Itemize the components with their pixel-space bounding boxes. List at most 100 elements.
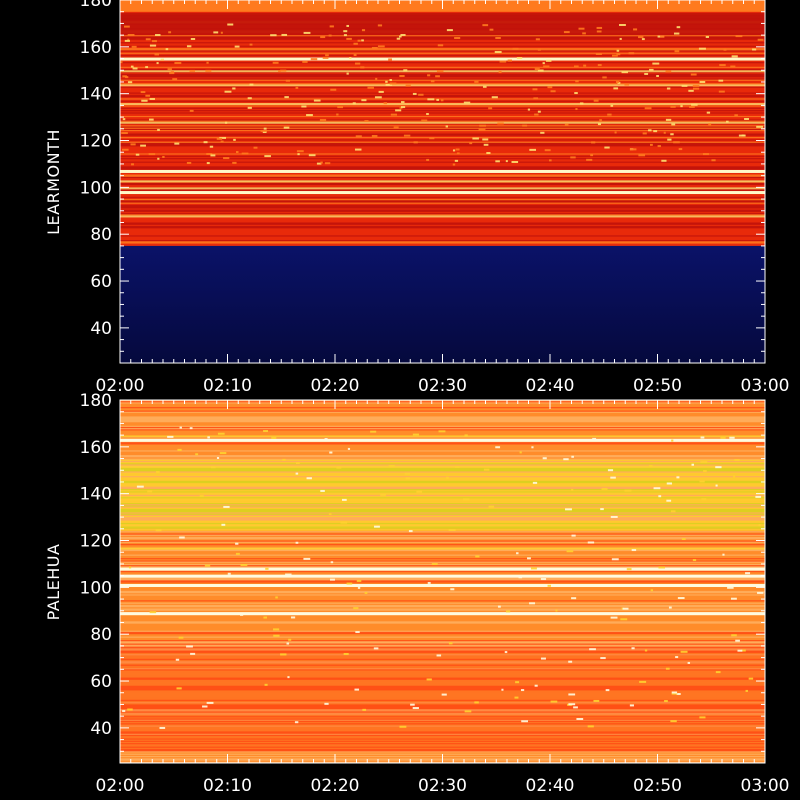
- heatmap-row: [120, 535, 765, 538]
- heatmap-row: [120, 587, 765, 589]
- heatmap-speckle: [589, 648, 596, 651]
- heatmap-speckle: [336, 113, 339, 116]
- heatmap-row: [120, 539, 765, 541]
- heatmap-row: [120, 636, 765, 639]
- heatmap-row: [120, 671, 765, 674]
- heatmap-row: [120, 705, 765, 708]
- heatmap-row: [120, 97, 765, 99]
- heatmap-row: [120, 686, 765, 689]
- heatmap-row: [120, 733, 765, 736]
- heatmap-row: [120, 135, 765, 138]
- heatmap-row: [120, 412, 765, 415]
- heatmap-speckle: [482, 85, 487, 88]
- heatmap-row: [120, 78, 765, 80]
- heatmap-row: [120, 649, 765, 651]
- heatmap-speckle: [543, 65, 550, 68]
- heatmap-bright-line: [120, 612, 765, 616]
- heatmap-row: [120, 131, 765, 133]
- heatmap-speckle: [354, 148, 362, 151]
- heatmap-row: [120, 467, 765, 470]
- heatmap-speckle: [219, 136, 227, 139]
- heatmap-speckle: [599, 119, 602, 122]
- heatmap-row: [120, 243, 765, 246]
- x-tick-label: 02:20: [311, 376, 360, 396]
- heatmap-speckle: [190, 652, 196, 655]
- heatmap-speckle: [249, 83, 254, 86]
- heatmap-row: [120, 76, 765, 78]
- heatmap-no-data-region: [120, 245, 765, 363]
- heatmap-speckle: [474, 701, 479, 704]
- heatmap-speckle: [220, 31, 223, 34]
- heatmap-speckle: [320, 489, 325, 492]
- heatmap-row: [120, 732, 765, 735]
- heatmap-speckle: [303, 557, 311, 560]
- heatmap-row: [120, 606, 765, 608]
- heatmap-speckle: [446, 476, 449, 479]
- heatmap-dark-band: [120, 14, 765, 36]
- heatmap-row: [120, 72, 765, 75]
- palehua-x-tick-labels: 02:00 02:10 02:20 02:30 02:40 02:50 03:00: [96, 776, 790, 796]
- heatmap-speckle: [699, 716, 706, 719]
- heatmap-row: [120, 685, 765, 688]
- heatmap-speckle: [639, 680, 647, 683]
- heatmap-row: [120, 532, 765, 534]
- heatmap-speckle: [702, 153, 709, 156]
- heatmap-row: [120, 540, 765, 542]
- heatmap-row: [120, 506, 765, 509]
- heatmap-speckle: [664, 700, 668, 703]
- heatmap-speckle: [474, 80, 479, 83]
- heatmap-speckle: [755, 495, 762, 498]
- heatmap-row: [120, 185, 765, 187]
- heatmap-row: [120, 151, 765, 153]
- heatmap-speckle: [540, 131, 545, 134]
- heatmap-speckle: [519, 451, 522, 454]
- heatmap-speckle: [532, 481, 538, 484]
- heatmap-row: [120, 12, 765, 15]
- heatmap-row: [120, 729, 765, 731]
- heatmap-row: [120, 582, 765, 585]
- heatmap-speckle: [748, 677, 754, 680]
- heatmap-row: [120, 459, 765, 462]
- heatmap-row: [120, 146, 765, 148]
- heatmap-speckle: [396, 37, 401, 40]
- heatmap-speckle: [354, 62, 361, 65]
- heatmap-speckle: [210, 154, 216, 157]
- heatmap-row: [120, 241, 765, 243]
- heatmap-row: [120, 661, 765, 663]
- heatmap-speckle: [666, 87, 671, 90]
- heatmap-speckle: [475, 555, 480, 558]
- heatmap-row: [120, 64, 765, 66]
- heatmap-row: [120, 45, 765, 48]
- heatmap-row: [120, 675, 765, 677]
- heatmap-row: [120, 62, 765, 64]
- heatmap-speckle: [516, 552, 519, 555]
- heatmap-row: [120, 156, 765, 159]
- heatmap-row: [120, 504, 765, 506]
- heatmap-speckle: [131, 163, 134, 166]
- heatmap-speckle: [455, 148, 460, 151]
- heatmap-speckle: [155, 529, 162, 532]
- heatmap-speckle: [610, 515, 618, 518]
- heatmap-speckle: [570, 156, 576, 159]
- heatmap-speckle: [232, 161, 237, 164]
- heatmap-speckle: [715, 466, 722, 469]
- heatmap-speckle: [692, 84, 700, 87]
- heatmap-row: [120, 652, 765, 655]
- heatmap-speckle: [322, 56, 329, 59]
- heatmap-speckle: [719, 64, 726, 67]
- heatmap-speckle: [401, 101, 405, 104]
- heatmap-speckle: [295, 472, 299, 475]
- heatmap-row: [120, 186, 765, 188]
- heatmap-row: [120, 105, 765, 107]
- heatmap-row: [120, 706, 765, 709]
- heatmap-row: [120, 132, 765, 134]
- heatmap-row: [120, 618, 765, 621]
- heatmap-row: [120, 518, 765, 520]
- heatmap-row: [120, 666, 765, 669]
- heatmap-row: [120, 562, 765, 565]
- heatmap-speckle: [408, 530, 413, 533]
- heatmap-row: [120, 690, 765, 692]
- heatmap-row: [120, 650, 765, 653]
- heatmap-row: [120, 163, 765, 166]
- heatmap-speckle: [671, 123, 676, 126]
